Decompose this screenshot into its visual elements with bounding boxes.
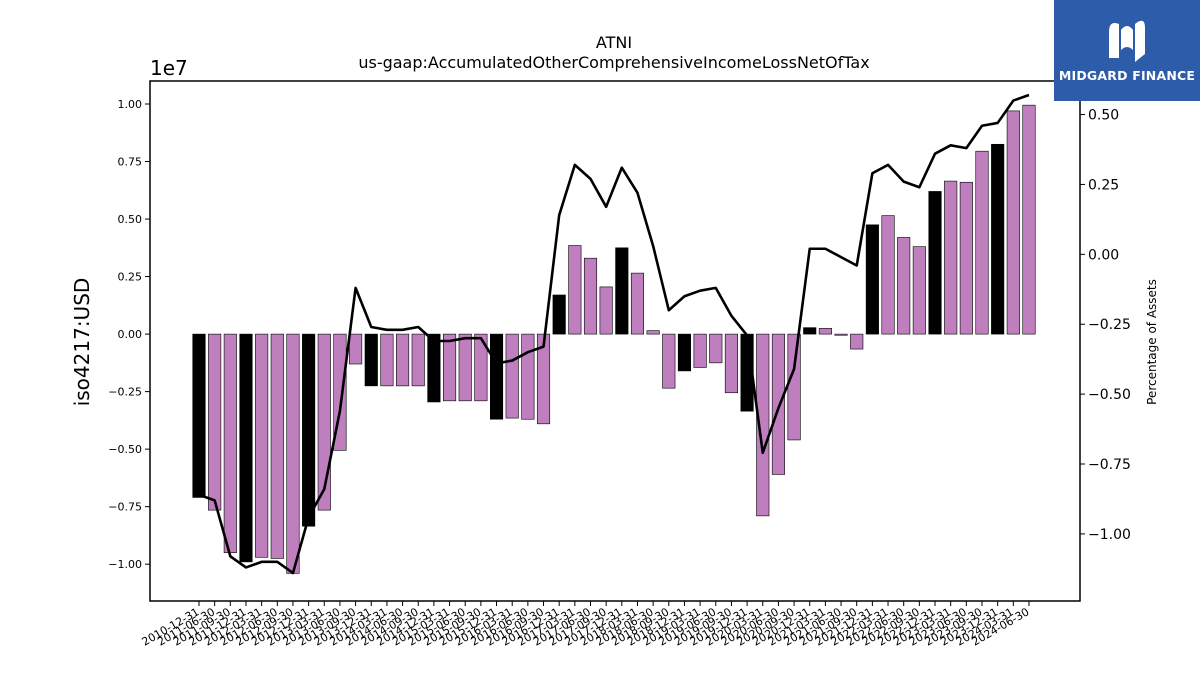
midgard-logo-icon: [1109, 20, 1145, 62]
y2-axis-label: Percentage of Assets: [1145, 279, 1159, 405]
bar: [662, 333, 676, 389]
plot-area: −1.00 −0.75 −0.50 −0.25 0.00 0.25 0.50 0.75 1.00…: [108, 93, 1131, 649]
bar: [317, 333, 331, 511]
bar: [881, 215, 895, 335]
bar: [223, 333, 237, 553]
bar: [834, 333, 848, 336]
bar: [270, 333, 284, 559]
bar: [615, 247, 629, 335]
logo-text: MIDGARD FINANCE: [1058, 68, 1196, 83]
bar: [803, 327, 817, 335]
bar: [396, 333, 410, 387]
bar: [630, 272, 645, 335]
chart-subtitle: us-gaap:AccumulatedOtherComprehensiveInc…: [358, 53, 869, 72]
bar: [818, 328, 832, 335]
bar: [583, 257, 598, 335]
bar: [505, 333, 519, 419]
y-scale-label: 1e7: [150, 56, 188, 80]
bar: [897, 237, 911, 335]
plot-frame: [149, 80, 1081, 602]
bar: [928, 191, 942, 335]
bar: [944, 180, 958, 335]
bar: [239, 333, 253, 563]
bar: [865, 224, 879, 335]
bar: [364, 333, 378, 387]
bar: [599, 286, 613, 335]
bar: [771, 333, 785, 475]
bar: [1022, 104, 1036, 335]
y-tick-label: 0.25: [118, 271, 143, 284]
bar: [427, 333, 441, 403]
y2-tick-label: −0.75: [1088, 457, 1131, 473]
bar: [959, 181, 973, 335]
y2-tick-label: 0.50: [1088, 108, 1119, 124]
bar: [975, 150, 989, 335]
bar: [411, 333, 425, 387]
y-tick-label: 0.75: [118, 156, 143, 169]
bar: [208, 333, 222, 511]
bar: [443, 333, 457, 402]
bar: [380, 333, 394, 387]
bar: [568, 245, 582, 335]
bar: [474, 333, 488, 402]
bar: [286, 333, 300, 574]
bar: [536, 333, 551, 425]
bar: [552, 294, 566, 335]
bar: [850, 333, 864, 350]
y2-tick-label: −1.00: [1088, 527, 1131, 543]
y-tick-label: 0.50: [118, 213, 143, 226]
bar: [724, 333, 738, 394]
series-line: [198, 93, 1030, 575]
bar: [192, 333, 206, 498]
y-axis-label: iso4217:USD: [70, 278, 94, 407]
bar: [302, 333, 316, 527]
bar: [1006, 110, 1020, 335]
bar: [489, 333, 504, 420]
bar: [255, 333, 269, 558]
y-tick-label: −0.25: [108, 386, 142, 399]
bar: [677, 333, 692, 372]
bar: [787, 333, 801, 441]
bar: [756, 333, 770, 517]
y2-tick-label: 0.25: [1088, 177, 1119, 193]
y-tick-label: −1.00: [108, 558, 142, 571]
y-tick-label: −0.50: [108, 443, 142, 456]
y2-tick-label: −0.25: [1088, 317, 1131, 333]
y2-tick-label: 0.00: [1088, 247, 1119, 263]
midgard-finance-logo: MIDGARD FINANCE: [1054, 0, 1200, 101]
bar: [991, 143, 1005, 335]
y-tick-label: 1.00: [118, 98, 143, 111]
bar: [458, 333, 472, 402]
bar: [349, 333, 363, 365]
chart-title: ATNI: [596, 33, 632, 52]
bar: [693, 333, 707, 368]
bar: [521, 333, 535, 420]
bar: [709, 333, 723, 364]
y-tick-label: 0.00: [118, 328, 143, 341]
y2-tick-label: −0.50: [1088, 387, 1131, 403]
y-tick-label: −0.75: [108, 501, 142, 514]
bar: [646, 330, 660, 335]
bar: [912, 246, 926, 335]
